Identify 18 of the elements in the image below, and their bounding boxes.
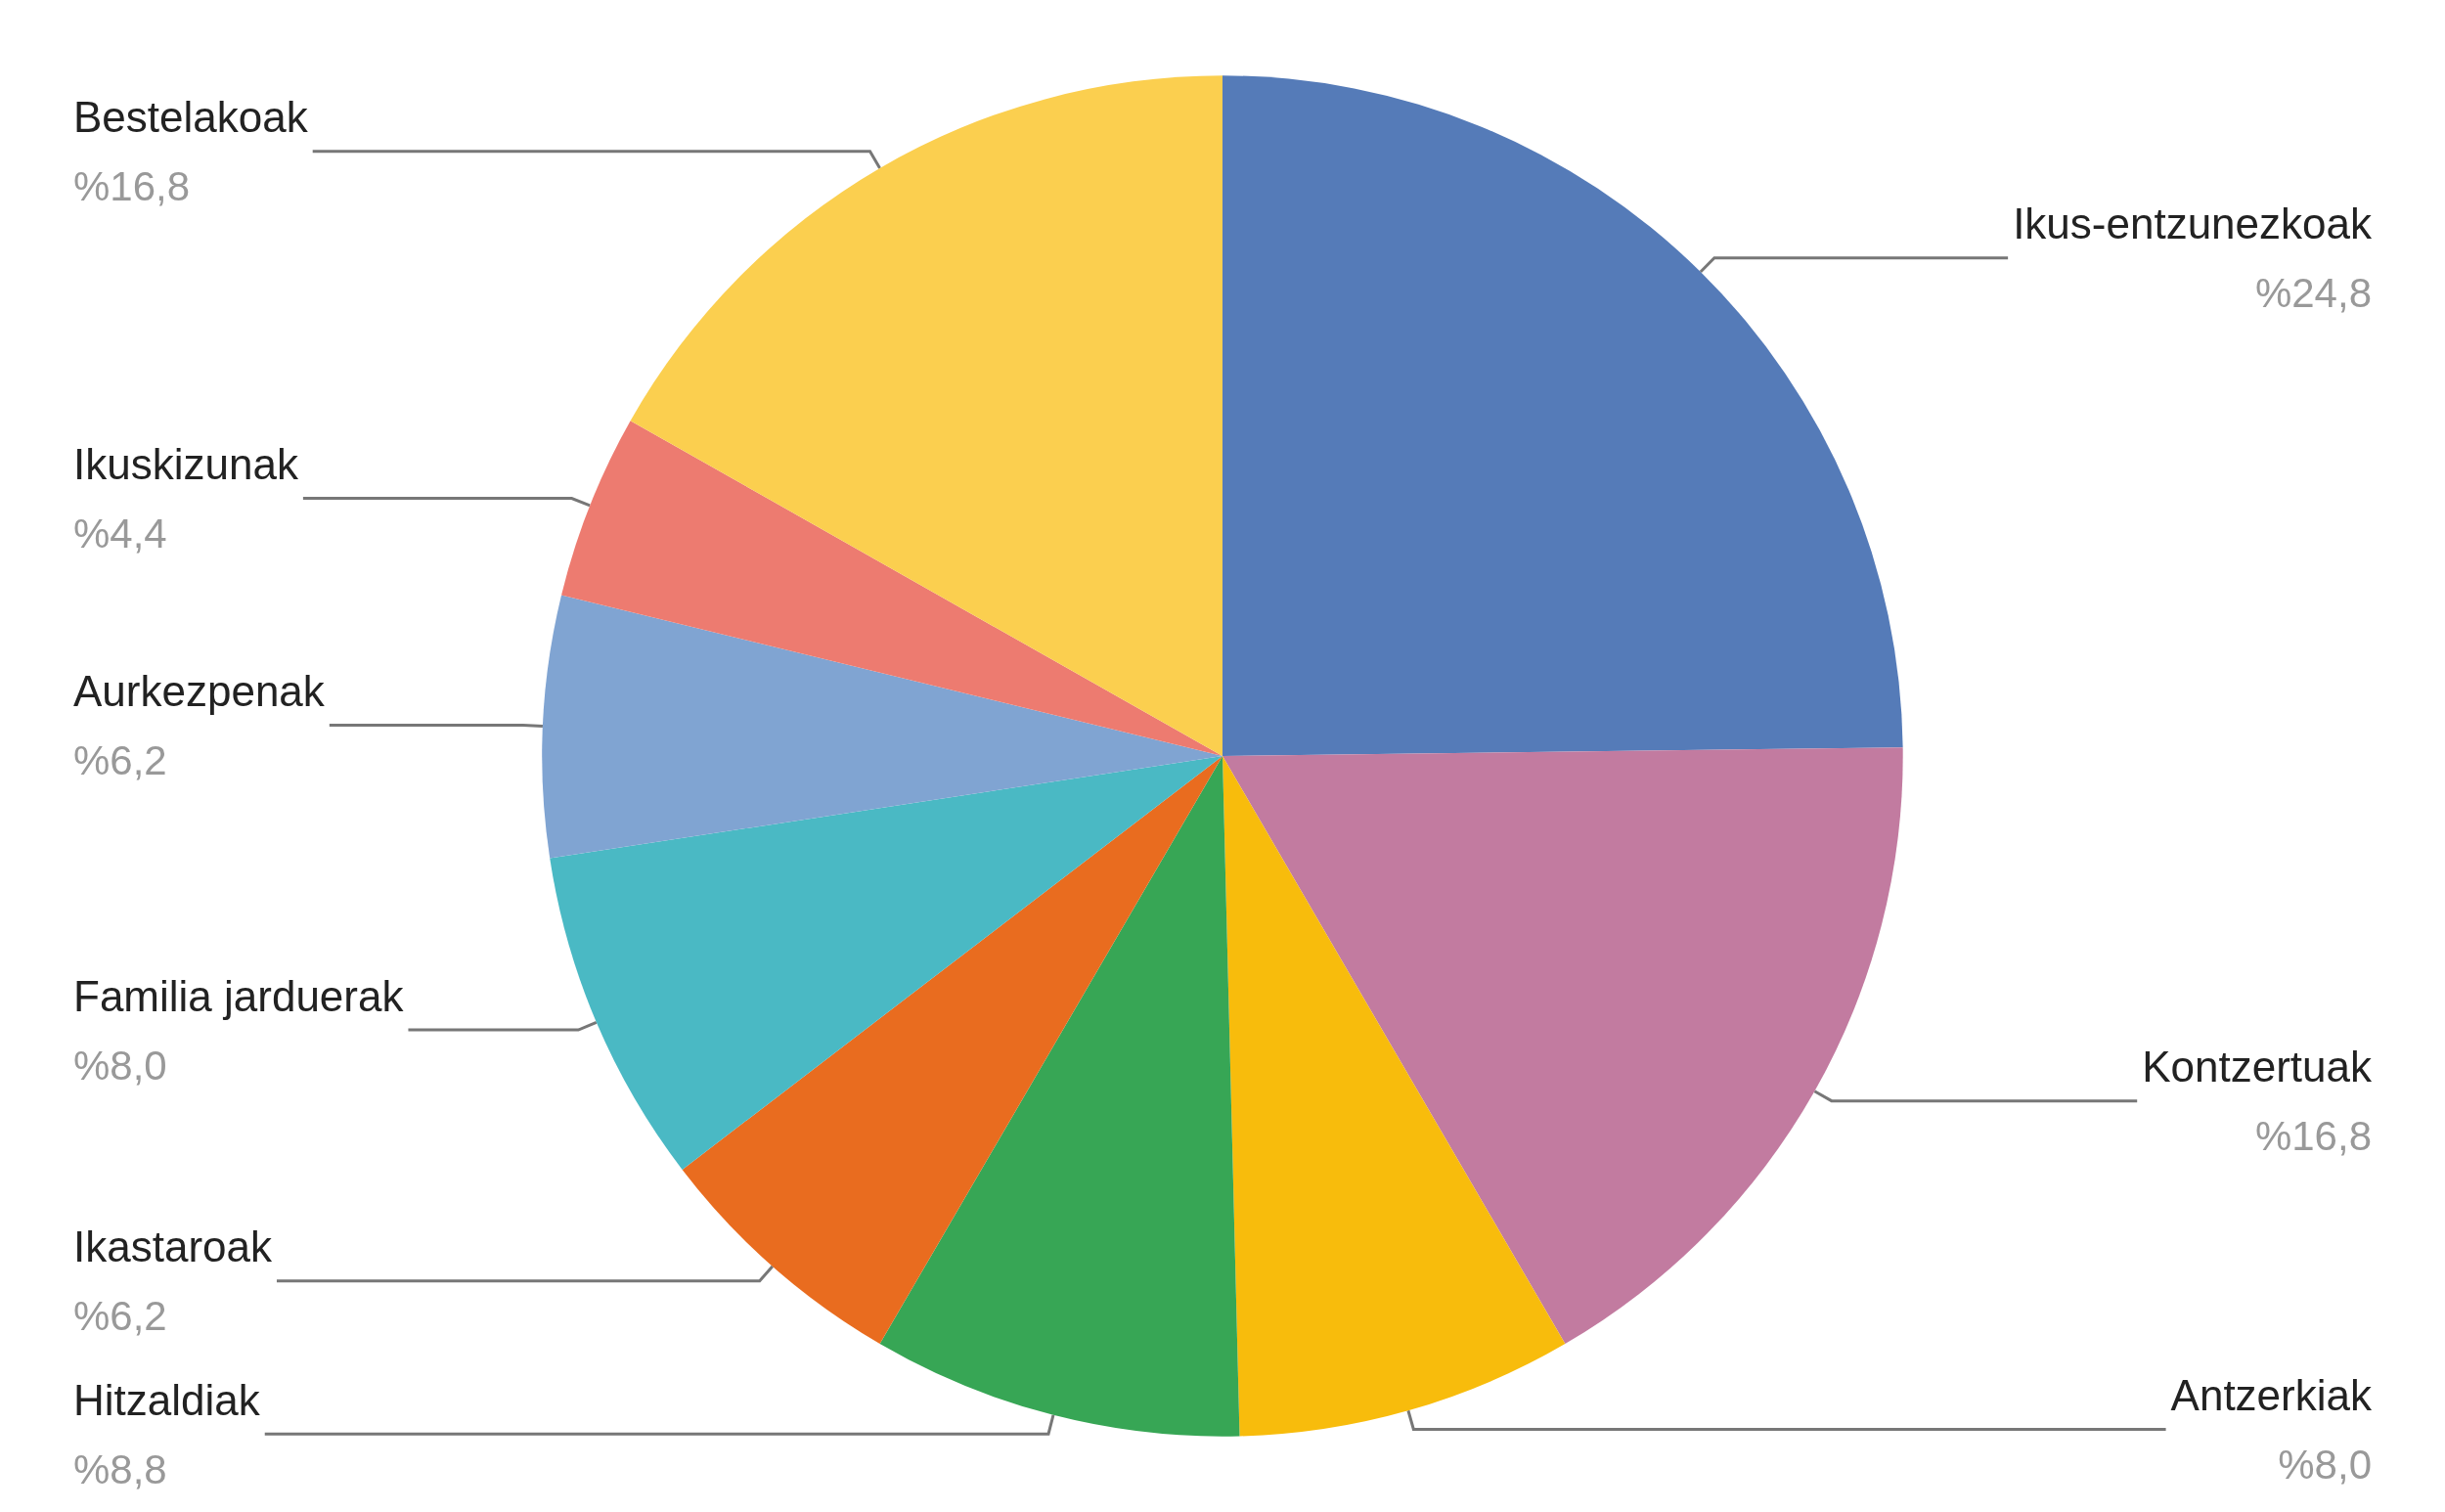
data-label: %16,8: [2254, 1113, 2372, 1160]
slice-label: Hitzaldiak: [73, 1375, 261, 1424]
slice-label: Bestelakoak: [73, 93, 309, 142]
slice-label: Ikus-entzunezkoak: [2013, 200, 2373, 248]
data-label: %8,0: [73, 1042, 167, 1089]
slice-label: Antzerkiak: [2170, 1371, 2373, 1420]
data-label: %8,0: [2278, 1442, 2372, 1489]
slice-label: Familia jarduerak: [73, 971, 405, 1020]
data-label: %6,2: [73, 1293, 167, 1340]
slice-label: Ikastaroak: [73, 1223, 273, 1271]
data-label: %6,2: [73, 737, 167, 784]
data-label: %8,8: [73, 1445, 167, 1492]
slice-label: Aurkezpenak: [73, 667, 326, 716]
slice-label: Ikuskizunak: [73, 440, 299, 489]
slice-label: Kontzertuak: [2142, 1043, 2373, 1091]
data-label: %4,4: [73, 511, 167, 557]
data-label: %16,8: [73, 163, 191, 210]
data-label: %24,8: [2254, 270, 2372, 317]
